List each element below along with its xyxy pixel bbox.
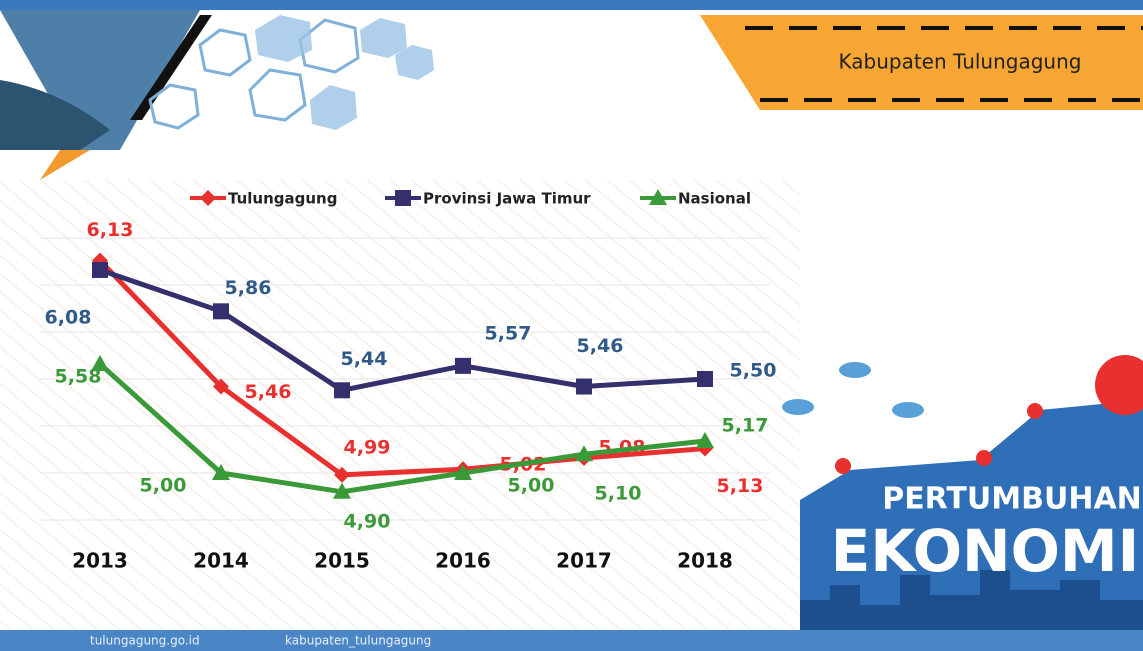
marker <box>575 445 593 462</box>
legend-label: Nasional <box>678 190 751 208</box>
marker <box>697 371 713 387</box>
value-label: 5,57 <box>485 322 532 344</box>
footer-social: kabupaten_tulungagung <box>285 634 431 648</box>
value-label: 6,08 <box>45 306 92 328</box>
marker <box>455 357 471 374</box>
region-box <box>700 15 1143 110</box>
photo <box>0 10 200 150</box>
marker <box>212 464 230 480</box>
footer-website: tulungagung.go.id <box>90 634 200 648</box>
region-name: Kabupaten Tulungagung <box>839 50 1082 74</box>
x-tick-label: 2016 <box>435 549 491 573</box>
series-line <box>98 258 706 478</box>
value-label: 5,00 <box>508 475 555 497</box>
marker <box>200 190 216 206</box>
hexagons-filled <box>255 15 434 130</box>
marker <box>213 303 229 320</box>
value-label: 5,10 <box>595 483 642 505</box>
marker <box>92 261 108 278</box>
marker <box>333 482 351 499</box>
x-tick-label: 2015 <box>314 549 370 573</box>
value-label: 4,90 <box>344 510 391 532</box>
background-hatch <box>0 180 800 630</box>
marker <box>576 378 592 395</box>
marker <box>649 189 667 205</box>
x-tick-label: 2014 <box>193 549 249 573</box>
value-label: 5,46 <box>577 335 624 357</box>
value-label: 5,50 <box>730 360 777 382</box>
hexagons <box>148 18 360 130</box>
title-line2: EKONOMI <box>831 517 1139 585</box>
x-tick-label: 2017 <box>556 549 612 573</box>
series-line <box>98 362 706 495</box>
value-label: 5,00 <box>140 475 187 497</box>
value-label: 5,58 <box>55 365 102 387</box>
marker <box>334 382 350 399</box>
x-tick-label: 2018 <box>677 549 733 573</box>
value-label: 5,86 <box>225 277 272 299</box>
marker <box>334 466 350 483</box>
marker <box>395 190 411 206</box>
footer-bar <box>0 630 1143 651</box>
skyline-panel <box>782 355 1143 630</box>
top-stripe <box>0 0 1143 10</box>
line-chart: 2013 2014 2015 2016 2017 2018 Tulungagung 6,13 5… <box>40 189 776 573</box>
marker <box>91 354 109 371</box>
value-label: 5,17 <box>722 415 769 437</box>
legend-label: Tulungagung <box>228 190 337 208</box>
marker <box>213 378 229 395</box>
marker <box>696 432 714 449</box>
region-dashes <box>745 26 1143 102</box>
orange-accent <box>40 150 90 180</box>
legend-label: Provinsi Jawa Timur <box>423 190 591 208</box>
marker <box>454 464 472 480</box>
value-label: 5,13 <box>717 475 764 497</box>
value-label: 5,46 <box>245 381 292 403</box>
black-stroke <box>130 15 212 120</box>
x-tick-label: 2013 <box>72 549 128 573</box>
value-label: 6,13 <box>87 219 134 241</box>
photo-shore <box>0 80 110 150</box>
series-line <box>99 267 706 393</box>
value-label: 4,99 <box>344 436 391 458</box>
title-line1: PERTUMBUHAN <box>882 482 1142 517</box>
value-label: 5,44 <box>341 348 388 370</box>
